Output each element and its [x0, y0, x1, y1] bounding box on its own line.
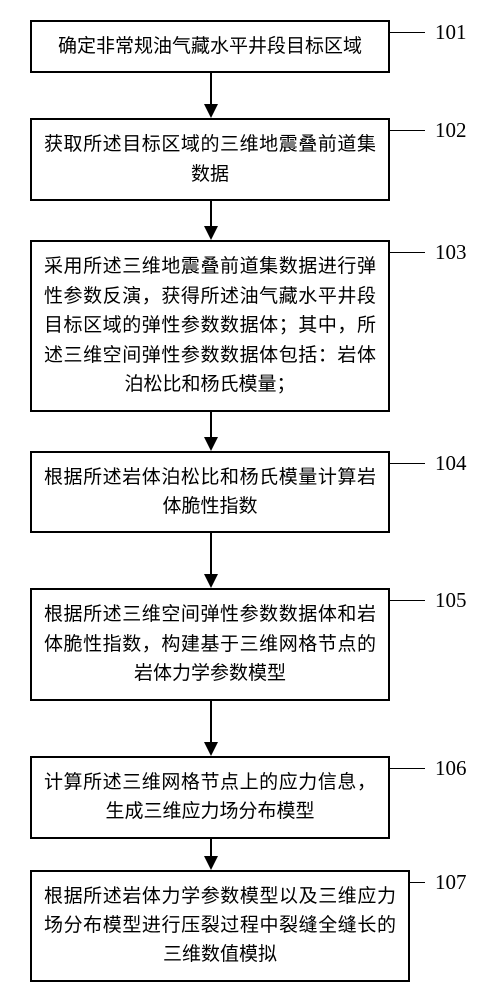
arrow-shaft: [210, 533, 212, 575]
flow-row: 根据所述岩体泊松比和杨氏模量计算岩体脆性指数 104: [30, 451, 472, 534]
flow-node-104: 根据所述岩体泊松比和杨氏模量计算岩体脆性指数: [30, 451, 390, 534]
arrow-shaft: [210, 839, 212, 857]
arrow-head-icon: [204, 742, 218, 756]
flow-arrow: [30, 73, 472, 118]
flow-row: 采用所述三维地震叠前道集数据进行弹性参数反演，获得所述油气藏水平井段目标区域的弹…: [30, 240, 472, 411]
arrow-shaft: [210, 412, 212, 438]
arrow-head-icon: [204, 226, 218, 240]
flow-arrow: [30, 839, 472, 870]
flow-node-label: 102: [435, 118, 467, 141]
flow-arrow: [30, 412, 472, 451]
flow-row: 确定非常规油气藏水平井段目标区域 101: [30, 20, 472, 73]
flow-node-text: 计算所述三维网格节点上的应力信息，生成三维应力场分布模型: [44, 772, 376, 822]
flow-row: 计算所述三维网格节点上的应力信息，生成三维应力场分布模型 106: [30, 756, 472, 839]
label-connector: [390, 768, 425, 769]
label-connector: [390, 252, 425, 253]
flow-arrow: [30, 701, 472, 756]
flow-node-103: 采用所述三维地震叠前道集数据进行弹性参数反演，获得所述油气藏水平井段目标区域的弹…: [30, 240, 390, 411]
flow-node-text: 确定非常规油气藏水平井段目标区域: [58, 36, 362, 57]
label-connector: [390, 130, 425, 131]
flow-node-text: 根据所述岩体力学参数模型以及三维应力场分布模型进行压裂过程中裂缝全缝长的三维数值…: [44, 886, 396, 966]
flow-arrow: [30, 533, 472, 588]
arrow-head-icon: [204, 574, 218, 588]
flow-row: 根据所述三维空间弹性参数数据体和岩体脆性指数，构建基于三维网格节点的岩体力学参数…: [30, 588, 472, 700]
flow-node-label: 104: [435, 451, 467, 474]
arrow-shaft: [210, 73, 212, 105]
flow-node-105: 根据所述三维空间弹性参数数据体和岩体脆性指数，构建基于三维网格节点的岩体力学参数…: [30, 588, 390, 700]
flow-node-label: 103: [435, 240, 467, 263]
arrow-shaft: [210, 701, 212, 743]
label-connector: [390, 463, 425, 464]
arrow-head-icon: [204, 104, 218, 118]
flow-node-label: 105: [435, 588, 467, 611]
arrow-head-icon: [204, 437, 218, 451]
flow-node-label: 107: [435, 870, 467, 893]
flow-node-106: 计算所述三维网格节点上的应力信息，生成三维应力场分布模型: [30, 756, 390, 839]
flow-row: 获取所述目标区域的三维地震叠前道集数据 102: [30, 118, 472, 201]
flow-node-text: 根据所述岩体泊松比和杨氏模量计算岩体脆性指数: [44, 467, 376, 517]
flow-node-text: 获取所述目标区域的三维地震叠前道集数据: [44, 134, 376, 184]
flow-node-101: 确定非常规油气藏水平井段目标区域: [30, 20, 390, 73]
flow-node-label: 106: [435, 756, 467, 779]
arrow-shaft: [210, 201, 212, 227]
label-connector: [410, 882, 425, 883]
flow-node-text: 采用所述三维地震叠前道集数据进行弹性参数反演，获得所述油气藏水平井段目标区域的弹…: [44, 256, 376, 395]
label-connector: [390, 600, 425, 601]
flow-node-text: 根据所述三维空间弹性参数数据体和岩体脆性指数，构建基于三维网格节点的岩体力学参数…: [44, 604, 376, 684]
label-connector: [390, 32, 425, 33]
flow-arrow: [30, 201, 472, 240]
flowchart-container: 确定非常规油气藏水平井段目标区域 101 获取所述目标区域的三维地震叠前道集数据…: [30, 20, 472, 982]
flow-node-102: 获取所述目标区域的三维地震叠前道集数据: [30, 118, 390, 201]
flow-node-label: 101: [435, 20, 467, 43]
flow-node-107: 根据所述岩体力学参数模型以及三维应力场分布模型进行压裂过程中裂缝全缝长的三维数值…: [30, 870, 410, 982]
arrow-head-icon: [204, 856, 218, 870]
flow-row: 根据所述岩体力学参数模型以及三维应力场分布模型进行压裂过程中裂缝全缝长的三维数值…: [30, 870, 472, 982]
